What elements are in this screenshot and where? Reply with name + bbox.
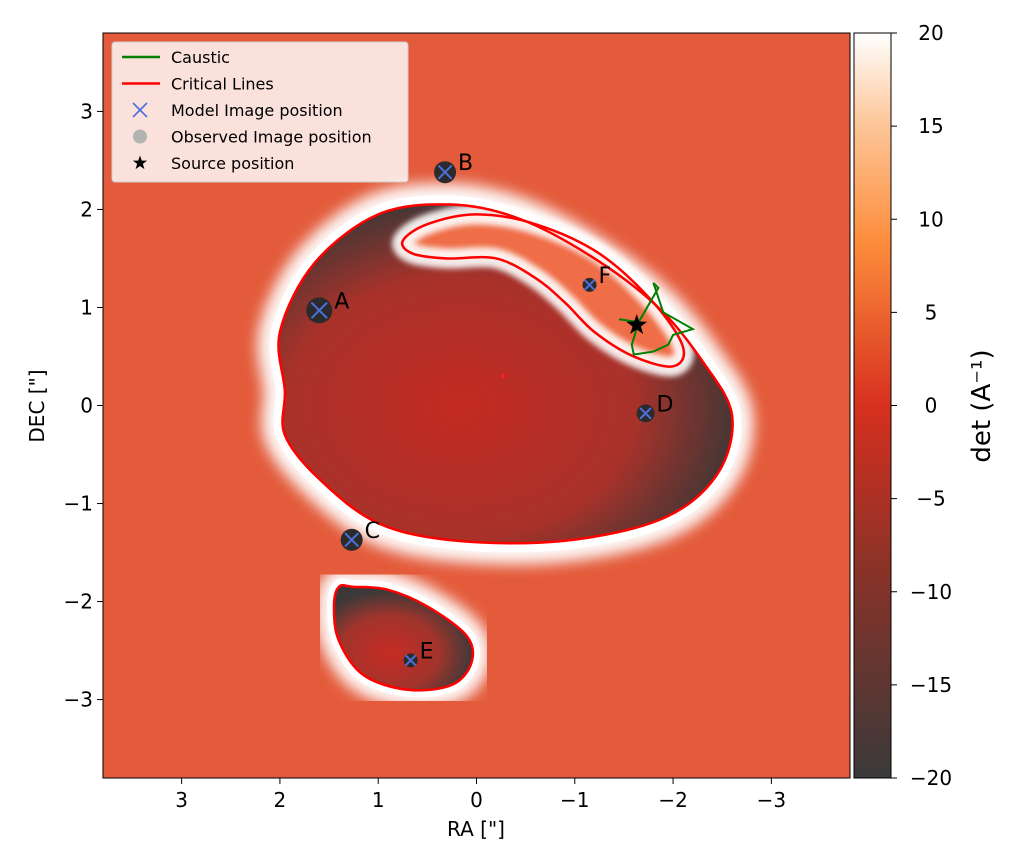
colorbar-tick-label: 5: [925, 300, 938, 324]
colorbar-label: det (A⁻¹): [967, 349, 997, 462]
x-tick-label: 3: [175, 788, 188, 812]
image-label: E: [420, 639, 434, 664]
legend-circle-swatch: [133, 129, 147, 144]
model-image-x: [344, 532, 359, 548]
image-c: C: [340, 519, 380, 551]
legend-label: Source position: [171, 154, 294, 173]
x-tick-label: −3: [757, 788, 786, 812]
legend-entry: Critical Lines: [122, 75, 274, 94]
image-f: F: [582, 264, 612, 292]
colorbar-tick-label: −10: [910, 580, 952, 604]
x-tick-label: 1: [372, 788, 385, 812]
colorbar: [853, 32, 892, 779]
legend-star-swatch: [132, 155, 148, 170]
y-tick-label: 1: [80, 295, 93, 319]
x-axis-ticks: 3 2 1 0 −1 −2 −3: [175, 778, 786, 812]
image-label: F: [599, 264, 612, 289]
x-axis-label: RA ["]: [447, 817, 505, 841]
source-position-star: [626, 314, 648, 335]
model-image-x: [437, 164, 453, 180]
image-label: D: [657, 392, 674, 417]
critical-line-southern: [332, 584, 475, 692]
image-label: B: [458, 151, 473, 176]
model-image-x: [404, 654, 417, 667]
y-tick-label: 0: [80, 394, 93, 418]
image-d: D: [636, 392, 674, 423]
y-tick-label: −2: [64, 590, 93, 614]
y-tick-label: −1: [64, 492, 93, 516]
model-image-x: [310, 301, 328, 319]
colorbar-tick-label: 15: [918, 114, 943, 138]
colorbar-tick-label: 20: [918, 21, 943, 45]
legend-entry: Source position: [132, 154, 294, 173]
legend-x-swatch: [132, 102, 148, 118]
x-tick-label: −1: [560, 788, 589, 812]
x-tick-label: −2: [658, 788, 687, 812]
model-image-x: [583, 279, 596, 291]
image-label: C: [365, 519, 380, 544]
legend: Caustic Critical Lines Model Image positio…: [111, 41, 409, 183]
y-tick-label: −3: [64, 688, 93, 712]
legend-box: [111, 41, 409, 183]
critical-line-inner: [400, 213, 686, 368]
y-axis-label: DEC ["]: [25, 369, 49, 442]
colorbar-tick-label: −20: [910, 766, 952, 790]
legend-entry: Model Image position: [132, 101, 343, 120]
legend-label: Observed Image position: [171, 128, 372, 147]
legend-label: Caustic: [171, 48, 230, 67]
colorbar-tick-label: 0: [925, 394, 938, 418]
y-axis-ticks: 3 2 1 0 −1 −2 −3: [64, 99, 103, 712]
image-a: A: [306, 289, 349, 324]
x-tick-label: 2: [274, 788, 287, 812]
legend-entry: Observed Image position: [133, 128, 372, 147]
y-tick-label: 2: [80, 197, 93, 221]
image-b: B: [434, 151, 473, 184]
colorbar-tick-label: 10: [918, 207, 943, 231]
legend-entry: Caustic: [122, 48, 230, 67]
legend-label: Critical Lines: [171, 75, 274, 94]
image-label: A: [334, 289, 349, 314]
legend-label: Model Image position: [171, 101, 343, 120]
image-e: E: [403, 639, 434, 668]
lens-center-marker: [501, 374, 506, 379]
y-tick-label: 3: [80, 99, 93, 123]
model-image-x: [639, 407, 652, 420]
colorbar-ticks: 20 15 10 5 0 −5 −10 −15 −20: [891, 21, 952, 790]
colorbar-tick-label: −5: [916, 487, 945, 511]
plot-area: A B C D E F: [103, 33, 850, 778]
image-markers: A B C D E F: [306, 151, 674, 668]
southern-negative-region: [333, 585, 474, 691]
x-tick-label: 0: [470, 788, 483, 812]
colorbar-tick-label: −15: [910, 673, 952, 697]
critical-line-outer: [277, 203, 734, 545]
